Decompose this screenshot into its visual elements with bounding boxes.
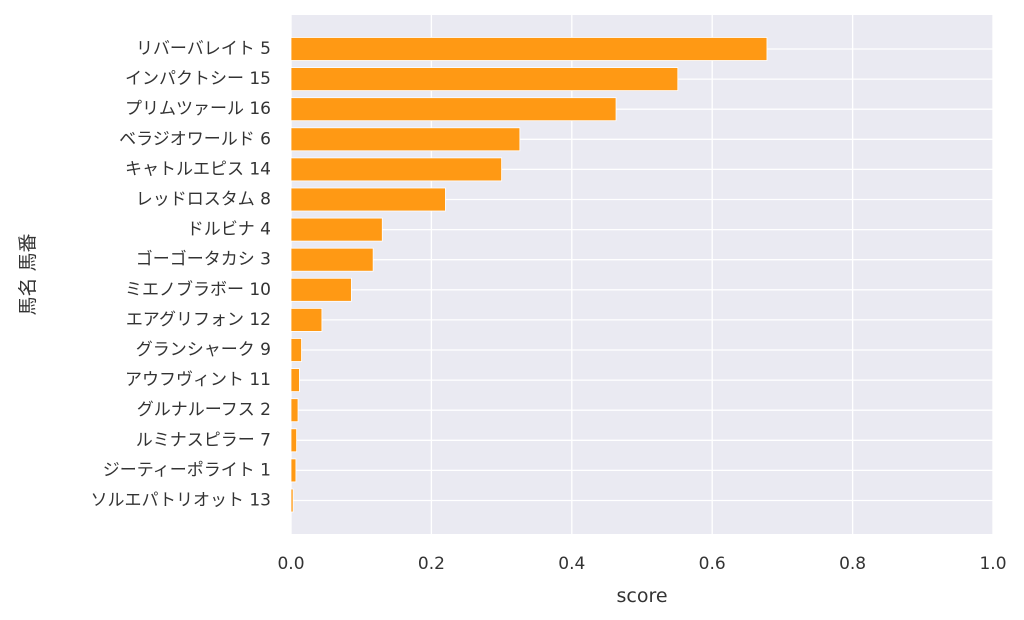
y-tick-label: グランシャーク 9: [136, 340, 271, 360]
y-tick-label: エアグリフォン 12: [126, 310, 271, 330]
bar: [290, 488, 294, 513]
y-tick-label: キャトルエピス 14: [125, 159, 271, 179]
bar: [290, 368, 300, 393]
y-tick-label: ドルビナ 4: [187, 220, 271, 240]
y-tick-label: レッドロスタム 8: [136, 190, 271, 210]
x-tick-label: 0.8: [839, 554, 866, 574]
y-axis-title: 馬名 馬番: [17, 233, 39, 315]
y-tick-label: ジーティーポライト 1: [103, 460, 271, 480]
x-tick-label: 1.0: [979, 554, 1006, 574]
y-tick-label: ミエノブラボー 10: [125, 279, 271, 300]
bar: [290, 217, 383, 242]
bar: [290, 458, 297, 483]
bar: [290, 67, 679, 91]
x-tick-label: 0.6: [699, 554, 726, 574]
y-tick-label: グルナルーフス 2: [137, 400, 271, 420]
bar: [290, 307, 323, 332]
bars: [290, 37, 768, 513]
y-tick-label: インパクトシー 15: [125, 69, 271, 89]
bar: [290, 97, 617, 122]
bar: [290, 247, 374, 272]
plot-area: [291, 15, 993, 534]
y-tick-label: リバーバレイト 5: [136, 39, 271, 59]
y-tick-label: アウフヴィント 11: [125, 370, 271, 390]
x-tick-labels: 0.0 0.2 0.4 0.6 0.8 1.0: [277, 554, 1006, 574]
y-tick-label: プリムツァール 16: [125, 99, 271, 119]
y-tick-labels: リバーバレイト 5 インパクトシー 15 プリムツァール 16 ベラジオワールド 6 キ…: [90, 39, 271, 511]
bar: [290, 277, 352, 302]
x-tick-label: 0.2: [418, 554, 445, 574]
y-tick-label: ゴーゴータカシ 3: [136, 249, 271, 270]
y-tick-label: ベラジオワールド 6: [119, 129, 271, 149]
x-tick-label: 0.0: [277, 554, 304, 574]
bar: [290, 398, 299, 423]
bar: [290, 157, 503, 182]
y-tick-label: ソルエパトリオット 13: [90, 491, 271, 511]
bar: [290, 127, 521, 152]
y-tick-label: ルミナスピラー 7: [136, 430, 271, 450]
bar: [290, 338, 302, 362]
bar: [290, 37, 768, 61]
x-axis-title: score: [616, 585, 667, 607]
x-tick-label: 0.4: [558, 554, 585, 574]
bar: [290, 187, 446, 212]
bar: [290, 428, 298, 453]
